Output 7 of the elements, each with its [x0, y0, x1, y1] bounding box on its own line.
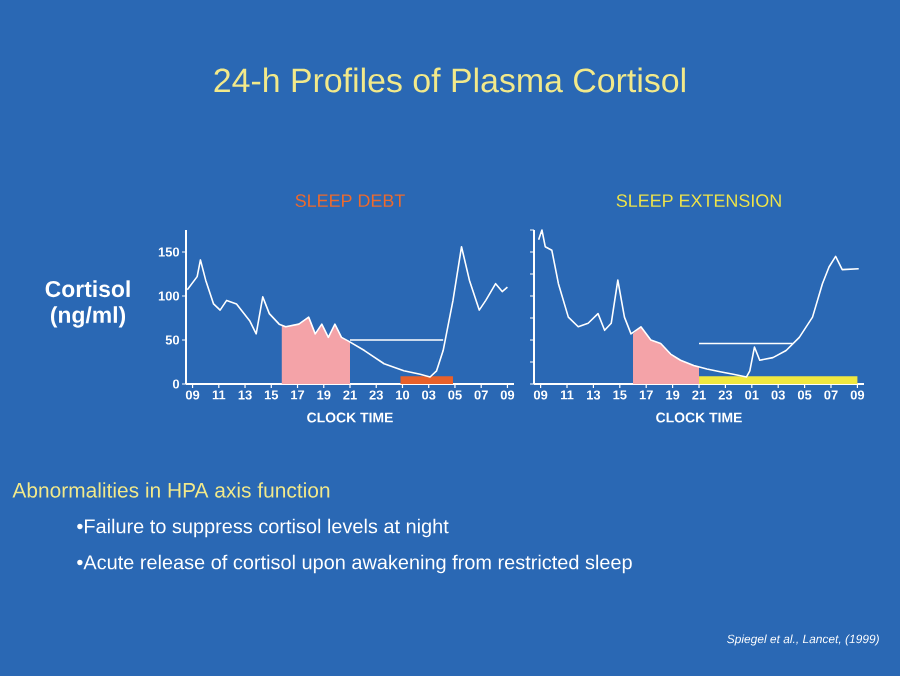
- text: Abnormalities in HPA axis function: [12, 482, 330, 498]
- text: •Acute release of cortisol upon awakening from restricted sleep: [77, 554, 632, 574]
- y-axis-title: Cortisol (ng/ml): [45, 280, 130, 328]
- text: •Failure to suppress cortisol levels at night: [77, 518, 449, 538]
- chart-title: 24-h Profiles of Plasma Cortisol: [214, 67, 685, 93]
- chart-subtitle: SLEEP DEBT: [295, 194, 405, 208]
- chart-subtitle: SLEEP EXTENSION: [616, 194, 781, 208]
